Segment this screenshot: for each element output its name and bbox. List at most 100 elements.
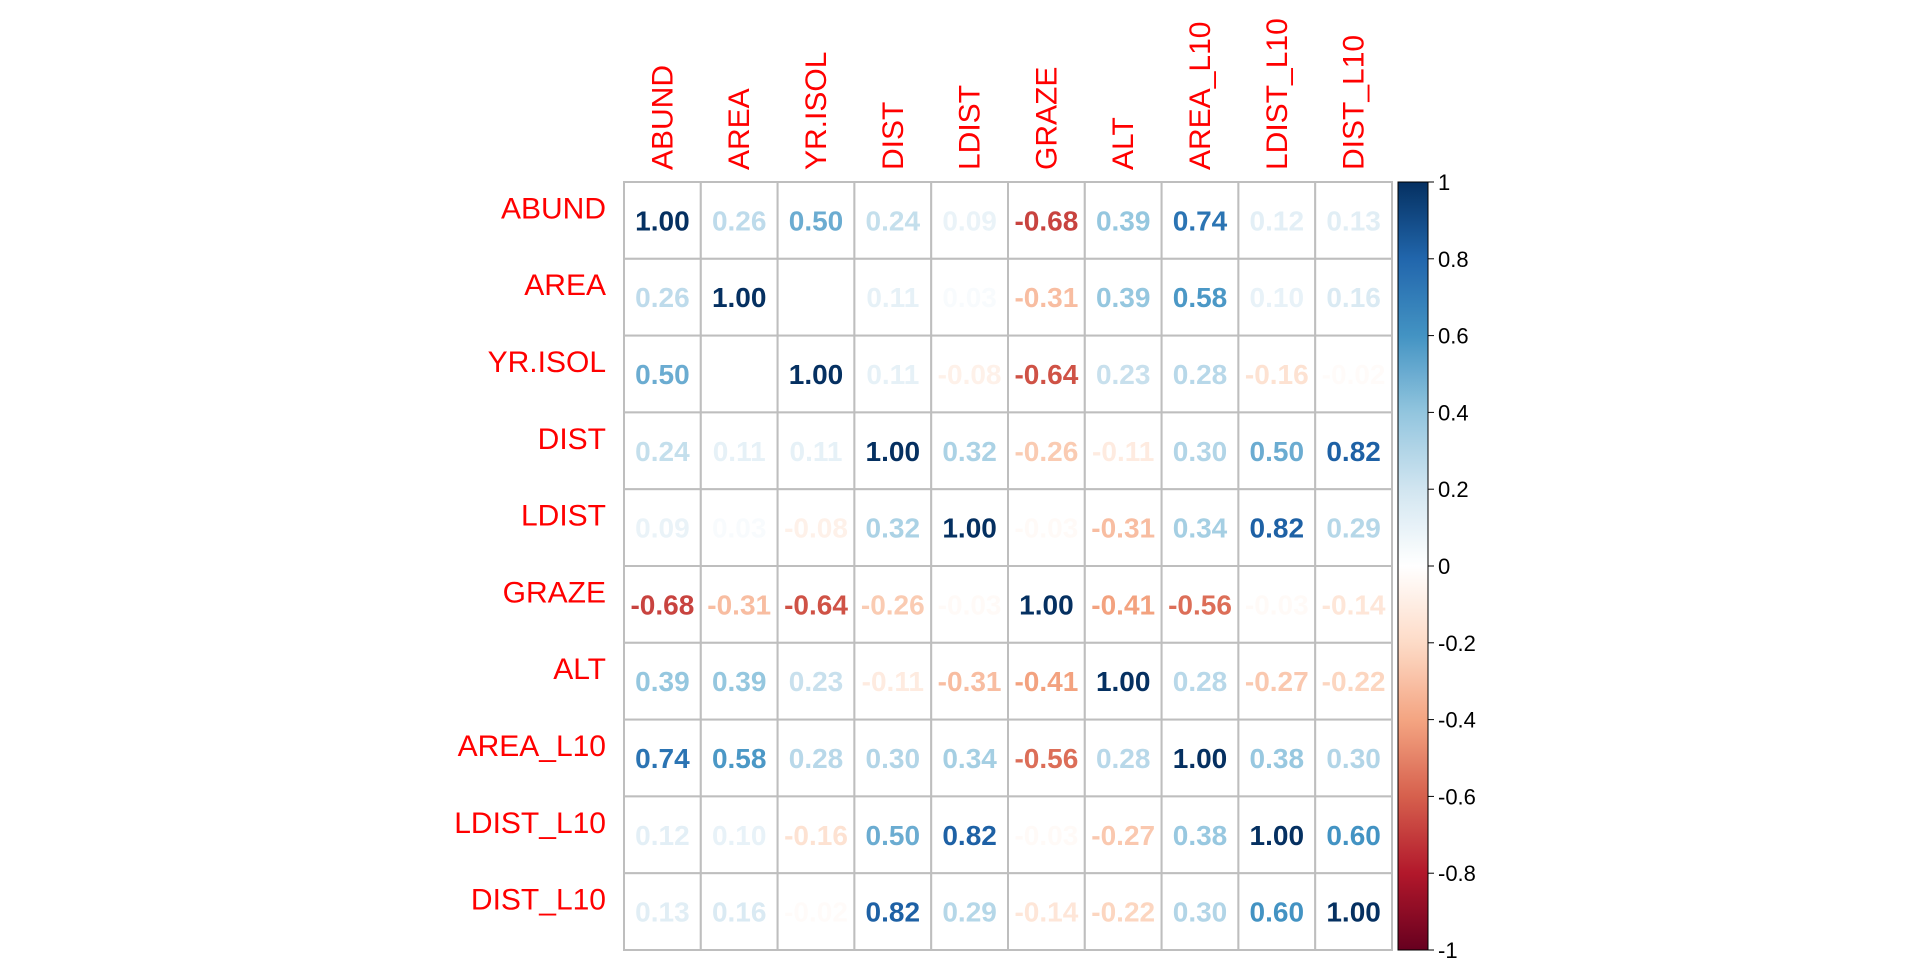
cell-value: 0.39 [1096,282,1151,313]
matrix-cell [699,488,779,568]
matrix-cell [1007,872,1086,952]
row-label: ALT [553,653,606,686]
matrix-cell [699,718,779,798]
matrix-cell [1083,257,1163,337]
cell-value: 0.30 [1173,897,1228,928]
cell-value: 0.30 [1173,436,1228,467]
cell-value: -0.31 [938,666,1002,697]
cell-value: -0.16 [784,820,848,851]
matrix-cell [1007,181,1086,260]
color-legend: 1 0.8 0.6 0.4 0.2 0 -0.2 -0.4 -0.6 -0.8 -1 [1397,170,1476,960]
matrix-cell [699,334,779,414]
matrix-cell [853,641,933,721]
colorbar-tick-label: -0.6 [1438,784,1476,809]
colorbar-tick-label: -0.2 [1438,631,1476,656]
cell-value: 0.30 [866,743,921,774]
matrix-cell [930,718,1010,798]
column-label: AREA_L10 [1184,22,1217,170]
cell-value: 0.50 [635,359,690,390]
matrix-cell [699,795,779,875]
cell-value: 0.12 [635,820,690,851]
cell-value: -0.08 [784,513,848,544]
matrix-cell [1083,411,1163,491]
cell-value: 0.82 [1250,513,1305,544]
matrix-cell [1237,565,1317,644]
cell-value: 1.00 [942,513,997,544]
cell-value: 0.16 [712,897,767,928]
matrix-cell [930,795,1010,875]
cell-value: -0.56 [1168,589,1232,620]
matrix-cell [776,565,856,644]
row-label: LDIST [521,500,606,533]
matrix-cell [1083,795,1163,875]
cell-value: 0.00 [712,359,767,390]
row-labels: ABUND AREA YR.ISOL DIST LDIST GRAZE ALT AREA_L1… [454,192,606,916]
cell-value: 0.11 [713,436,766,467]
column-label: ALT [1107,117,1140,170]
row-label: AREA_L10 [458,730,606,763]
row-label: DIST [538,423,606,456]
colorbar-tick-label: 0 [1438,554,1450,579]
matrix-cell [1007,565,1086,644]
cell-value: 0.13 [1326,205,1381,236]
cell-value: 0.39 [635,666,690,697]
matrix-cell [1160,488,1240,568]
cell-value: -0.03 [1014,820,1078,851]
cell-value: 0.26 [712,205,767,236]
cell-value: 0.24 [635,436,690,467]
matrix-cell [623,872,702,952]
cell-value: -0.68 [1014,205,1078,236]
cell-value: 0.23 [789,666,844,697]
column-label: DIST_L10 [1338,35,1371,170]
matrix-cell [853,257,933,337]
matrix-cell [853,872,933,952]
cell-value: 0.09 [635,513,690,544]
cell-value: 0.28 [1096,743,1151,774]
cell-value: -0.68 [630,589,694,620]
cell-value: 0.09 [942,205,997,236]
column-label: AREA [723,88,756,170]
matrix-cell [1314,181,1393,260]
cell-value: 0.29 [1326,513,1381,544]
cell-value: 0.28 [1173,666,1228,697]
cell-value: -0.14 [1322,589,1386,620]
cell-value: 0.34 [942,743,997,774]
cell-value: 0.50 [1250,436,1305,467]
matrix-cell [1314,872,1393,952]
matrix-cell [1160,872,1240,952]
matrix-cell [1237,488,1317,568]
matrix-cell [1007,641,1086,721]
cell-value: 0.11 [866,282,919,313]
cell-value: 1.00 [1173,743,1228,774]
matrix-cell [1237,641,1317,721]
cell-value: 1.00 [635,205,690,236]
cell-value: 0.23 [1096,359,1151,390]
cell-value: 0.26 [635,282,690,313]
column-label: DIST [877,102,910,170]
matrix-cell [1007,257,1086,337]
cell-value: 0.60 [1326,820,1381,851]
matrix-cell [1314,257,1393,337]
cell-value: -0.03 [1014,513,1078,544]
matrix-cell [1314,795,1393,875]
column-label: YR.ISOL [800,52,833,170]
column-labels: ABUND AREA YR.ISOL DIST LDIST GRAZE ALT AREA_L1… [646,18,1370,170]
cell-value: -0.27 [1091,820,1155,851]
cell-value: 1.00 [789,359,844,390]
matrix-cell [776,795,856,875]
cell-value: 0.30 [1326,743,1381,774]
colorbar-tick-label: 0.6 [1438,324,1469,349]
cell-value: 0.10 [1250,282,1305,313]
cell-value: 0.16 [1326,282,1381,313]
cell-value: -0.27 [1245,666,1309,697]
cell-value: 1.00 [1250,820,1305,851]
colorbar-tick-label: -1 [1438,938,1458,960]
cell-value: 1.00 [1096,666,1151,697]
cell-value: 0.13 [635,897,690,928]
column-label: LDIST [954,85,987,170]
matrix-cell [623,181,702,260]
cell-value: 0.50 [866,820,921,851]
matrix-cell [1237,257,1317,337]
matrix-cell [623,795,702,875]
